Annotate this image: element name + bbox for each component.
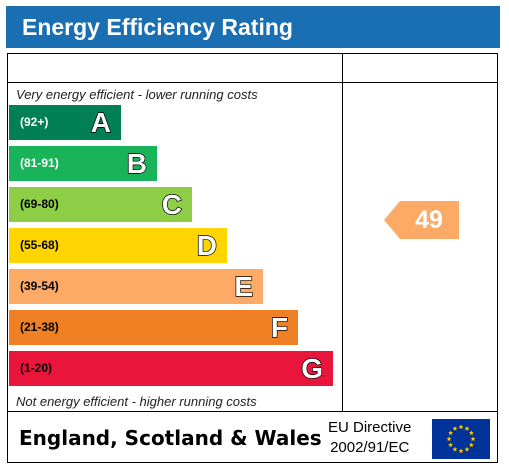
eu-star-icon: [458, 424, 464, 430]
region-label: England, Scotland & Wales: [19, 426, 322, 450]
band-range-label: (21-38): [20, 320, 59, 334]
eu-directive-line1: EU Directive: [328, 419, 412, 436]
eu-star-icon: [458, 448, 464, 454]
eu-star-icon: [468, 430, 474, 436]
rating-band-b: (81-91) B: [9, 146, 157, 181]
band-letter: F: [270, 311, 289, 343]
rating-band-a: (92+) A: [9, 105, 121, 140]
eu-star-icon: [448, 430, 454, 436]
band-letter: G: [301, 352, 324, 384]
eu-directive: EU Directive 2002/91/EC: [328, 418, 411, 458]
header-divider: [7, 82, 498, 83]
chart-title: Energy Efficiency Rating: [22, 14, 293, 40]
eu-star-icon: [452, 446, 458, 452]
band-letter: C: [161, 188, 183, 220]
column-divider: [342, 53, 343, 411]
current-rating-value: 49: [415, 206, 443, 234]
eu-star-icon: [464, 446, 470, 452]
current-rating-arrow: [384, 201, 459, 239]
band-range-label: (69-80): [20, 197, 59, 211]
footer-divider: [7, 411, 498, 412]
rating-band-d: (55-68) D: [9, 228, 227, 263]
bottom-caption: Not energy efficient - higher running co…: [16, 394, 257, 409]
eu-directive-line2: 2002/91/EC: [330, 439, 410, 456]
band-letter: A: [90, 106, 112, 138]
eu-flag-icon: [432, 419, 490, 459]
eu-star-icon: [446, 436, 452, 442]
eu-star-icon: [468, 442, 474, 448]
eu-star-icon: [452, 426, 458, 431]
band-letter: B: [126, 147, 148, 179]
rating-band-g: (1-20) G: [9, 351, 333, 386]
band-range-label: (55-68): [20, 238, 59, 252]
eu-star-icon: [464, 426, 470, 431]
rating-band-c: (69-80) C: [9, 187, 192, 222]
band-letter: E: [234, 270, 254, 302]
band-range-label: (81-91): [20, 156, 59, 170]
eu-star-icon: [448, 442, 454, 448]
band-range-label: (39-54): [20, 279, 59, 293]
band-range-label: (92+): [20, 115, 49, 129]
rating-frame: [7, 53, 498, 463]
title-bar: Energy Efficiency Rating: [6, 6, 500, 48]
band-range-label: (1-20): [20, 361, 53, 375]
top-caption: Very energy efficient - lower running co…: [16, 87, 258, 102]
rating-band-e: (39-54) E: [9, 269, 263, 304]
band-letter: D: [196, 229, 218, 261]
rating-band-f: (21-38) F: [9, 310, 298, 345]
eu-star-icon: [470, 436, 476, 442]
